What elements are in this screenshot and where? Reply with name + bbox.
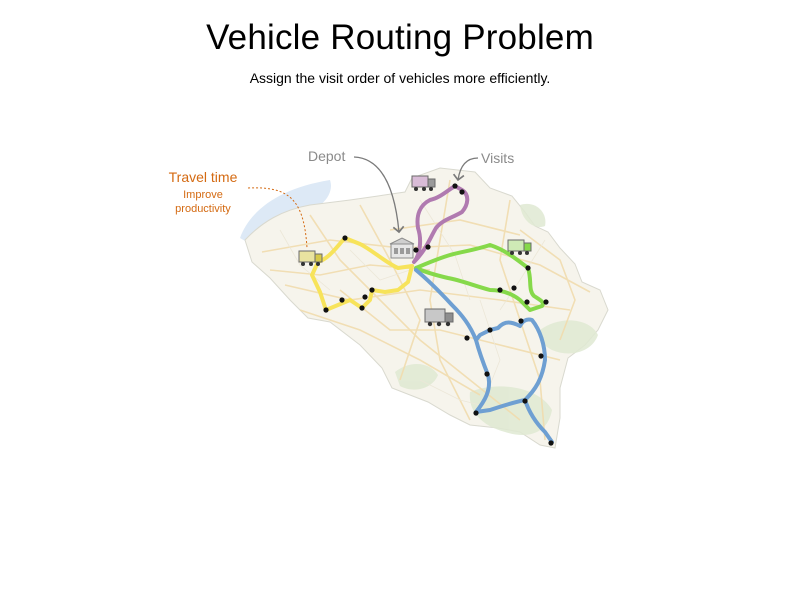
stop-yellow <box>342 235 348 241</box>
stop-blue <box>518 318 524 324</box>
stop-green <box>511 285 517 291</box>
depot-arrow <box>353 156 405 234</box>
stop-blue <box>464 335 470 341</box>
stop-blue <box>484 371 490 377</box>
stop-blue <box>548 440 554 446</box>
stop-purple <box>459 189 465 195</box>
improve-productivity-label: Improve productivity <box>150 188 256 216</box>
route-yellow <box>310 236 414 312</box>
improve-text: Improve <box>183 189 223 201</box>
stop-purple <box>413 247 419 253</box>
stop-green <box>525 265 531 271</box>
truck-icon <box>298 250 323 266</box>
stop-blue <box>522 398 528 404</box>
stop-blue <box>473 410 479 416</box>
truck-icon <box>507 239 532 255</box>
depot-building-icon <box>389 237 415 259</box>
route-purple <box>412 184 470 264</box>
truck-icon <box>411 175 436 191</box>
travel-time-label: Travel time <box>168 169 238 185</box>
depot-label: Depot <box>308 148 346 164</box>
truck-icon <box>424 308 454 327</box>
stop-yellow <box>359 305 365 311</box>
stop-blue <box>538 353 544 359</box>
stop-yellow <box>339 297 345 303</box>
stop-blue <box>487 327 493 333</box>
visits-label: Visits <box>481 150 515 166</box>
stop-yellow <box>369 287 375 293</box>
travel-time-arrow <box>247 187 308 249</box>
stop-green <box>524 299 530 305</box>
stop-green <box>497 287 503 293</box>
page-title: Vehicle Routing Problem <box>206 18 594 57</box>
visit-stops <box>323 183 554 446</box>
productivity-text: productivity <box>175 203 231 215</box>
country-outline <box>244 167 609 449</box>
stop-yellow <box>362 294 368 300</box>
page-subtitle: Assign the visit order of vehicles more … <box>249 70 551 86</box>
stop-purple <box>425 244 431 250</box>
route-green <box>414 243 545 312</box>
stop-green <box>543 299 549 305</box>
stop-yellow <box>323 307 329 313</box>
stop-purple <box>452 183 458 189</box>
visits-arrow <box>452 157 479 182</box>
